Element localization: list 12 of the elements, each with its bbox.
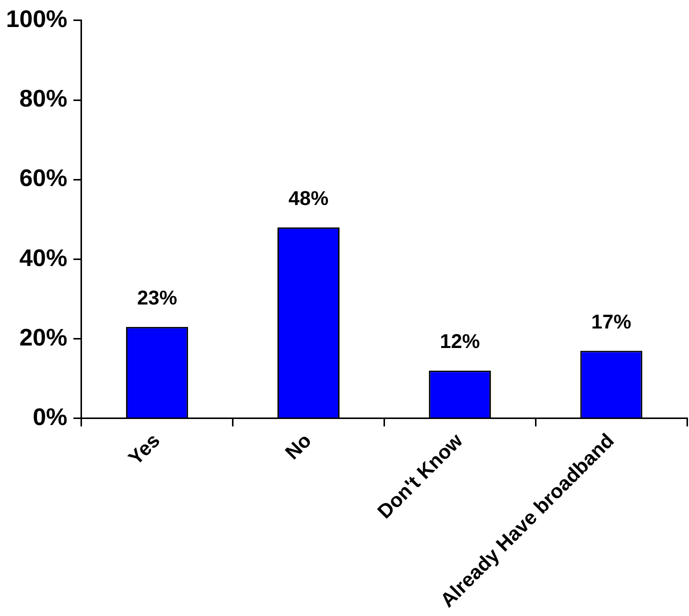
data-label: 12% — [440, 331, 480, 354]
x-tick-label: No — [282, 430, 316, 464]
y-tick-label: 80% — [19, 86, 68, 113]
y-tick-label: 20% — [19, 324, 68, 352]
y-tick-label: 0% — [32, 404, 68, 432]
data-label: 48% — [288, 188, 329, 210]
data-label: 23% — [137, 287, 178, 310]
y-tick-label: 40% — [19, 244, 68, 272]
y-tick-label: 60% — [19, 165, 68, 192]
y-tick-label: 100% — [6, 6, 68, 34]
data-label: 17% — [591, 311, 632, 334]
x-tick-label: Yes — [124, 430, 165, 470]
